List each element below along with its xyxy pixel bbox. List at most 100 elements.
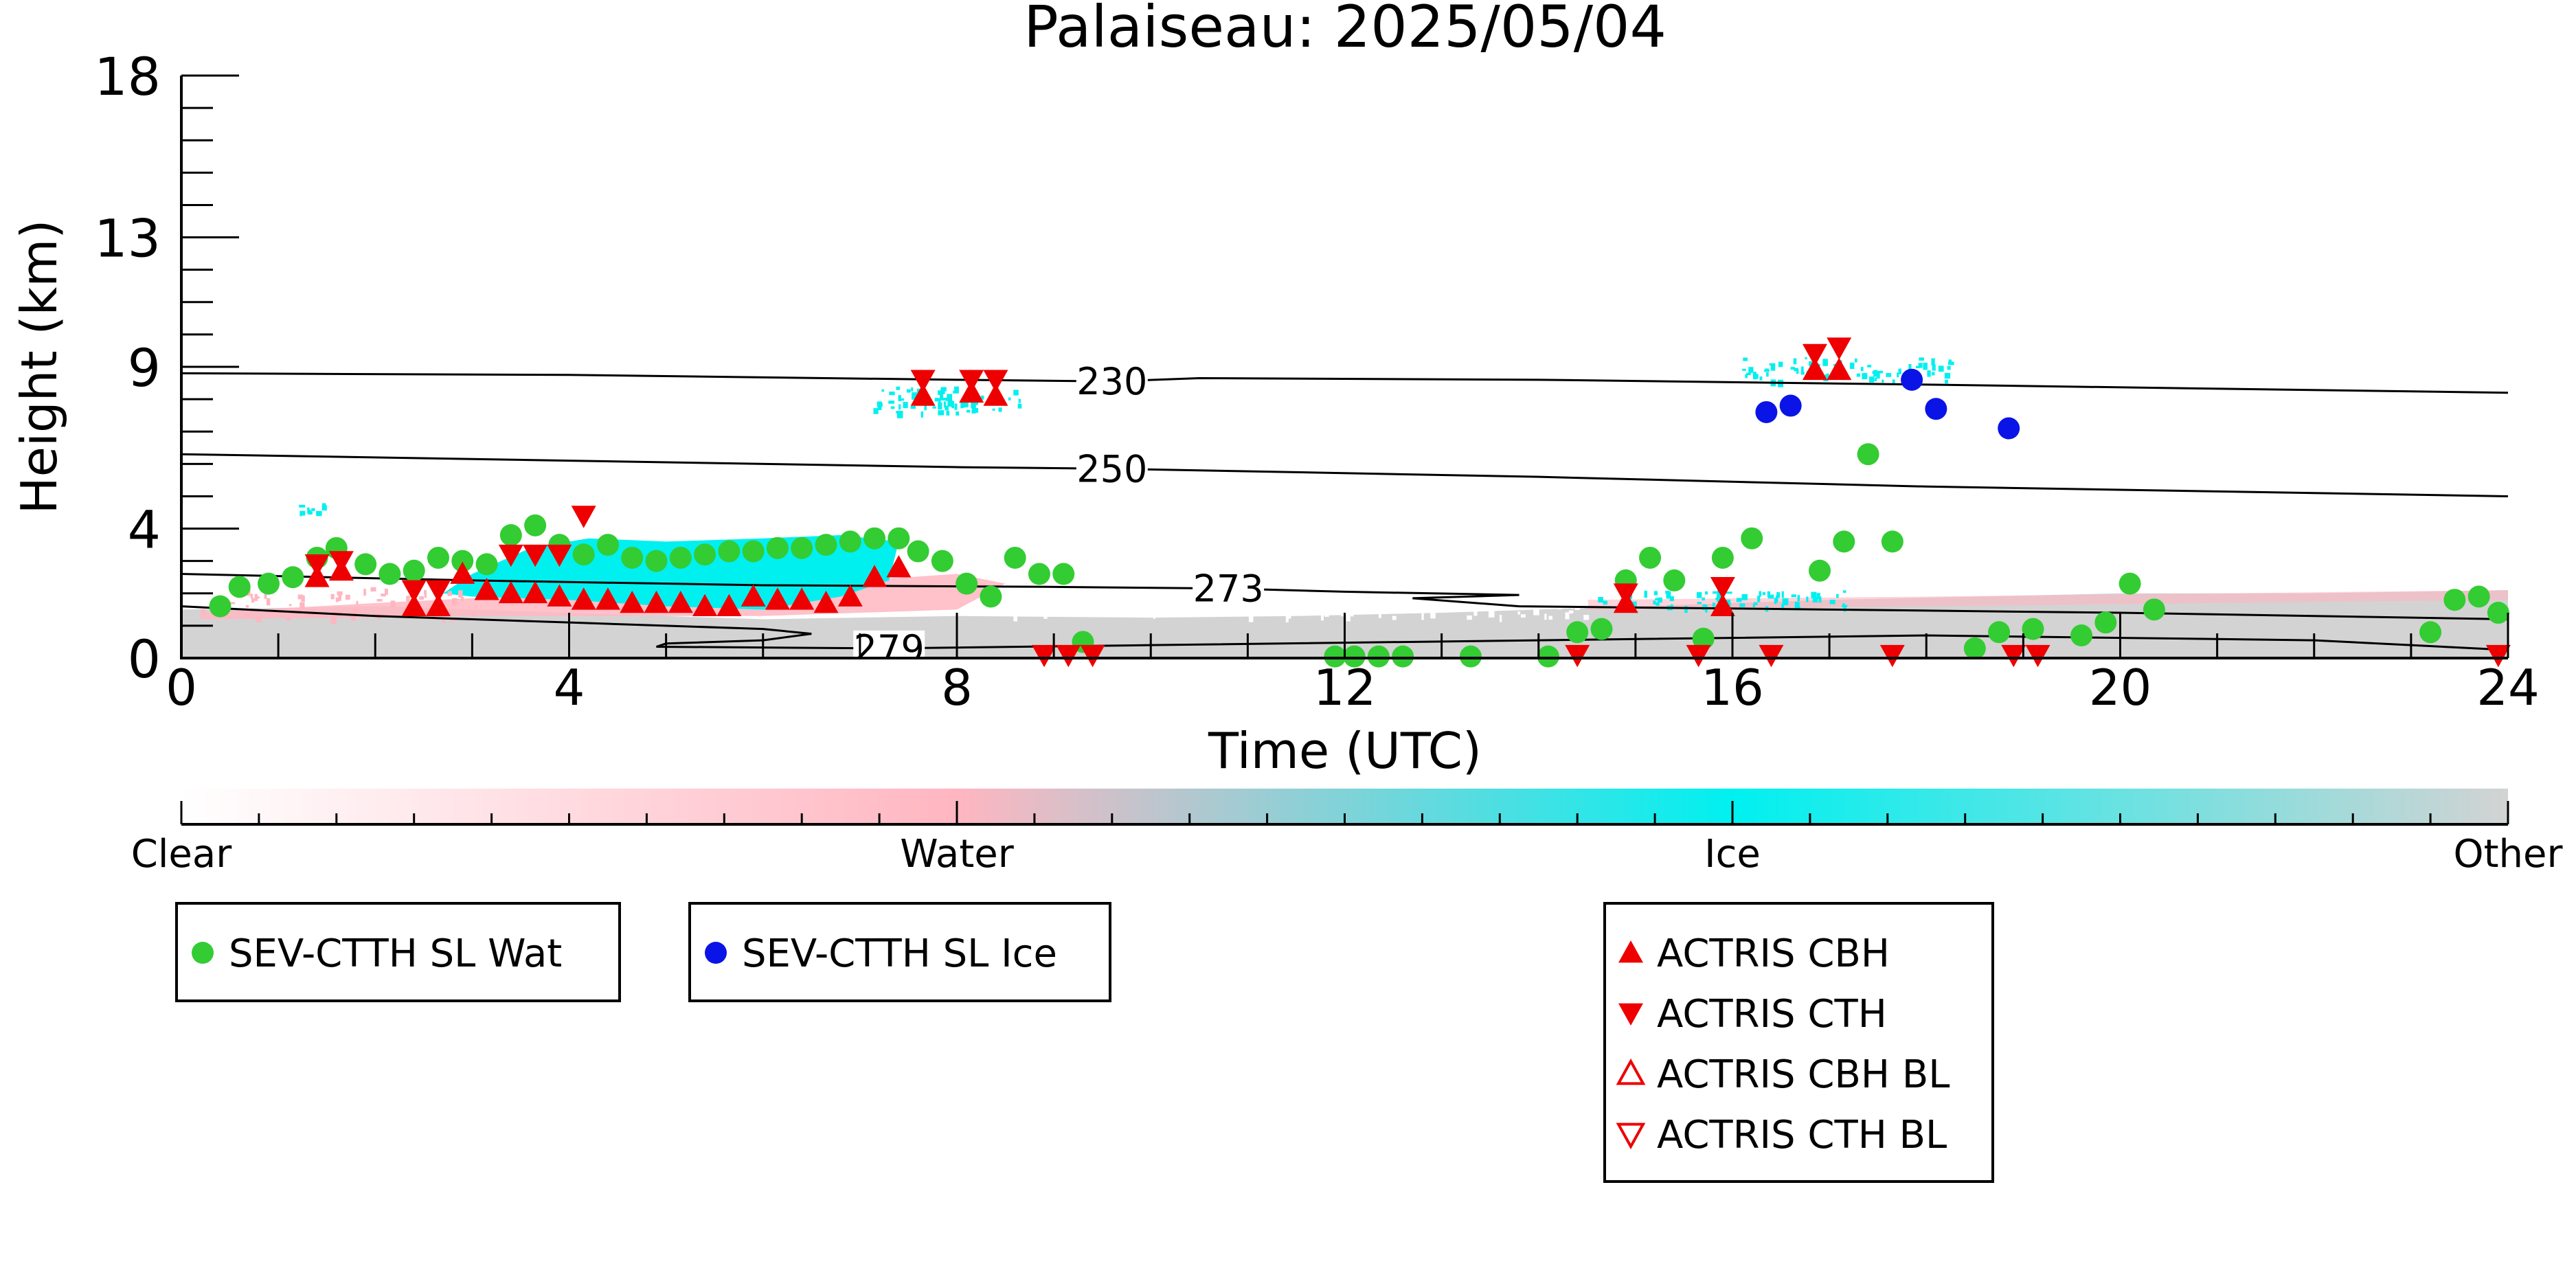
sev-ctth-sl-wat-point <box>1004 546 1026 569</box>
mask-speckle <box>1766 372 1769 377</box>
mask-speckle <box>1055 603 1058 610</box>
mask-speckle <box>1012 604 1017 607</box>
mask-speckle <box>1736 598 1742 602</box>
sev-ctth-sl-ice-point <box>1925 398 1947 420</box>
mask-speckle <box>1517 611 1521 615</box>
sev-ctth-sl-wat-point <box>1566 621 1589 644</box>
mask-speckle <box>267 598 271 606</box>
colorbar-label: Ice <box>1704 832 1761 877</box>
sev-ctth-sl-wat-point <box>451 550 474 572</box>
mask-speckle <box>924 403 927 411</box>
mask-speckle <box>307 511 313 515</box>
mask-speckle <box>363 589 366 596</box>
sev-ctth-sl-wat-point <box>791 536 813 559</box>
sev-ctth-sl-wat-point <box>815 534 837 556</box>
mask-speckle <box>934 398 940 402</box>
actris-cth-point <box>523 544 548 567</box>
mask-speckle <box>1796 606 1800 610</box>
mask-speckle <box>1705 591 1708 595</box>
mask-speckle <box>1410 588 1416 592</box>
actris-cbh-point <box>571 587 596 610</box>
legend-marker <box>1618 940 1643 963</box>
mask-speckle <box>424 589 427 595</box>
mask-speckle <box>1096 594 1098 598</box>
mask-speckle <box>1533 609 1539 615</box>
actris-cth-point <box>571 506 596 528</box>
x-tick-label: 0 <box>166 659 197 716</box>
mask-speckle <box>911 387 914 392</box>
mask-speckle <box>381 594 386 597</box>
chart-title: Palaiseau: 2025/05/04 <box>1024 0 1667 60</box>
mask-speckle <box>1947 365 1951 370</box>
mask-speckle <box>1019 586 1023 593</box>
mask-speckle <box>1767 594 1774 599</box>
actris-cbh-point <box>644 590 669 613</box>
mask-speckle <box>356 600 359 605</box>
mask-speckle <box>1781 591 1784 598</box>
mask-speckle <box>1576 599 1579 607</box>
actris-cbh-point <box>789 587 815 610</box>
mask-speckle <box>1562 598 1568 603</box>
sev-ctth-sl-wat-point <box>403 559 425 582</box>
mask-speckle <box>1944 372 1951 379</box>
sev-ctth-sl-wat-point <box>1590 618 1613 640</box>
sev-ctth-sl-wat-point <box>1537 645 1559 668</box>
mask-speckle <box>939 393 943 400</box>
sev-ctth-sl-wat-point <box>596 534 619 556</box>
mask-speckle <box>873 408 879 414</box>
legend-label: ACTRIS CBH BL <box>1657 1052 1950 1097</box>
sev-ctth-sl-wat-point <box>1324 645 1346 668</box>
mask-speckle <box>1317 586 1321 591</box>
mask-speckle <box>1430 605 1434 609</box>
actris-cth-point <box>1613 583 1638 606</box>
mask-speckle <box>1856 373 1860 377</box>
mask-speckle <box>1717 593 1722 600</box>
mask-speckle <box>311 508 315 511</box>
mask-speckle <box>938 410 945 416</box>
mask-speckle <box>1379 612 1381 618</box>
actris-cbh-point <box>498 580 523 604</box>
mask-speckle <box>1050 612 1053 615</box>
legend-box <box>175 902 621 1002</box>
mask-speckle <box>1430 612 1436 619</box>
mask-speckle <box>1532 587 1535 592</box>
mask-speckle <box>1467 615 1472 620</box>
mask-speckle <box>980 395 984 400</box>
legend-marker <box>705 942 727 964</box>
mask-speckle <box>1932 364 1936 371</box>
mask-speckle <box>1741 594 1748 600</box>
mask-speckle <box>971 402 976 409</box>
mask-speckle <box>940 398 947 400</box>
actris-cth-point <box>1879 644 1905 668</box>
sev-ctth-sl-wat-point <box>427 546 449 569</box>
mask-speckle <box>1805 357 1807 360</box>
mask-speckle <box>1582 600 1588 607</box>
mask-speckle <box>1836 594 1839 598</box>
mask-speckle <box>1090 595 1095 601</box>
mask-speckle <box>1500 615 1502 622</box>
mask-speckle <box>351 615 356 621</box>
mask-speckle <box>452 598 457 606</box>
sev-ctth-sl-wat-point <box>572 543 595 566</box>
isotherm-label: 230 <box>1076 360 1147 403</box>
mask-speckle <box>301 595 305 602</box>
sev-ctth-sl-ice-point <box>1755 400 1778 423</box>
mask-speckle <box>1931 358 1935 366</box>
sev-ctth-sl-wat-point <box>1741 527 1763 550</box>
x-tick-label: 16 <box>1701 659 1764 716</box>
actris-cbh-point <box>474 578 499 600</box>
mask-speckle <box>1873 370 1877 377</box>
mask-speckle <box>297 594 304 600</box>
mask-speckle <box>1653 591 1658 596</box>
mask-speckle <box>1908 363 1912 370</box>
mask-speckle <box>1603 600 1607 605</box>
mask-speckle <box>1656 602 1660 606</box>
mask-speckle <box>1842 603 1845 606</box>
actris-cth-point <box>983 370 1008 392</box>
colorbar-label: Water <box>900 832 1015 877</box>
actris-cbh-point <box>668 590 693 613</box>
mask-speckle <box>338 594 342 599</box>
mask-speckle <box>299 504 306 508</box>
sev-ctth-sl-wat-point <box>1988 621 2011 644</box>
sev-ctth-sl-wat-point <box>1052 563 1075 585</box>
